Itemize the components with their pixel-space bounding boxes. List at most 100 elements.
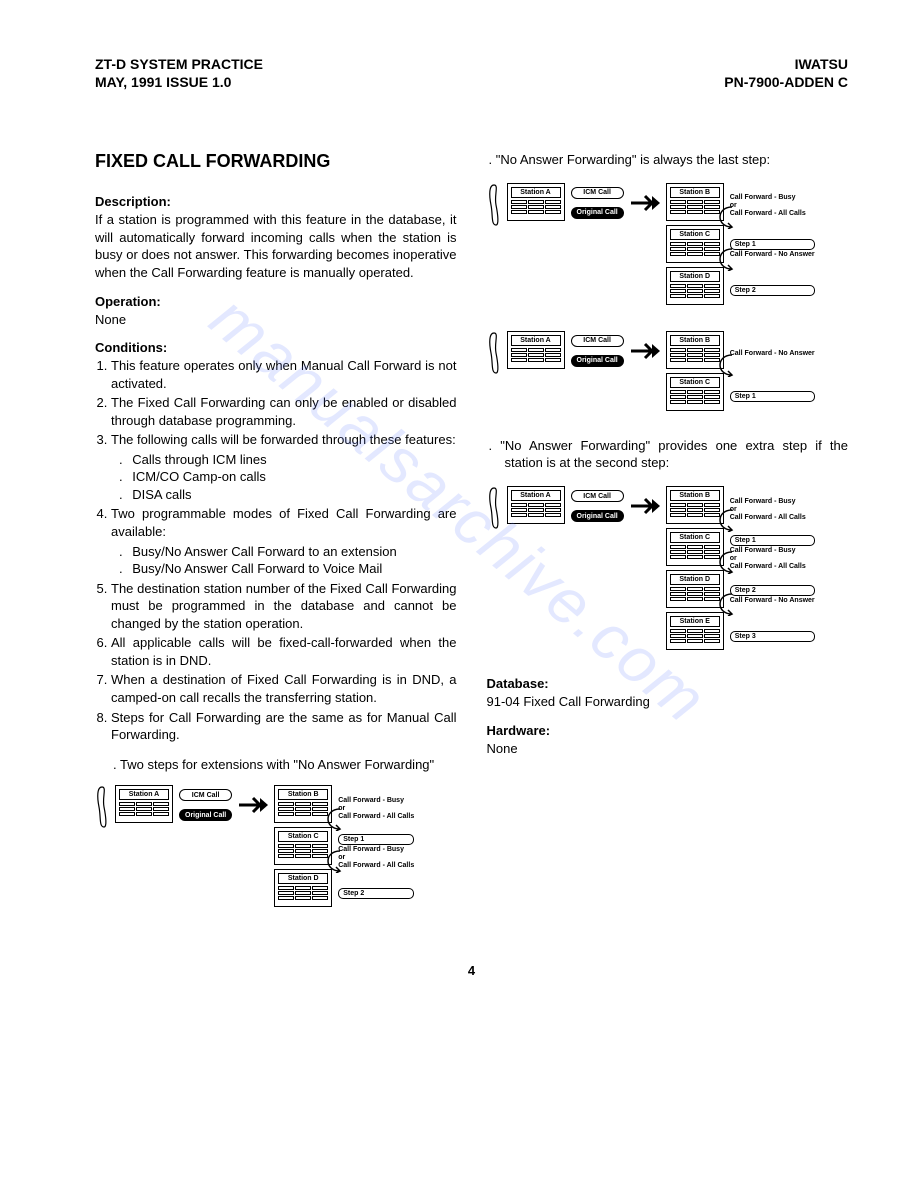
icm-call-pill: ICM Call (571, 490, 624, 502)
step2-tag: Step 2 (338, 888, 414, 899)
arrow-icon (238, 785, 268, 825)
page-number: 4 (95, 963, 848, 978)
or-label: or (730, 506, 815, 513)
cf-busy-label: Call Forward - Busy (338, 797, 414, 804)
cf-all-label: Call Forward - All Calls (338, 813, 414, 820)
condition-3: The following calls will be forwarded th… (111, 431, 457, 503)
phone-c: Station C (666, 373, 724, 411)
phone-source: Station A (115, 785, 173, 823)
phone-targets: Station B Station C Station D (274, 785, 332, 907)
step-labels: Call Forward - Busy or Call Forward - Al… (730, 183, 815, 309)
step-block-3: Step 2 (730, 271, 815, 309)
original-call-pill: Original Call (571, 207, 624, 219)
header-right-line1: IWATSU (724, 55, 848, 73)
cf-na-label: Call Forward - No Answer (730, 251, 815, 258)
curve-arrow-icon (714, 592, 734, 616)
icm-call-pill: ICM Call (571, 187, 624, 199)
step-block-1: Call Forward - Busy or Call Forward - Al… (730, 490, 815, 528)
original-call-pill: Original Call (179, 809, 232, 821)
phone-a-label: Station A (119, 789, 169, 800)
sub4-1: Busy/No Answer Call Forward to an extens… (133, 543, 457, 561)
operation-label: Operation: (95, 294, 457, 309)
or-label-2: or (338, 854, 414, 861)
phone-a: Station A (507, 183, 565, 221)
sub3-2: ICM/CO Camp-on calls (133, 468, 457, 486)
arrow-icon (630, 331, 660, 371)
phone-d-label: Station D (670, 574, 720, 585)
phone-targets: Station B Station C Station D (666, 183, 724, 305)
original-call-pill: Original Call (571, 355, 624, 367)
or-label: or (338, 805, 414, 812)
sub3-3: DISA calls (133, 486, 457, 504)
cf-busy-label-2: Call Forward - Busy (730, 547, 815, 554)
phone-c-label: Station C (670, 532, 720, 543)
step-labels: Call Forward - Busy or Call Forward - Al… (730, 486, 815, 654)
arrow-icon (630, 183, 660, 223)
handset-icon (487, 486, 501, 530)
cf-all-label-2: Call Forward - All Calls (338, 862, 414, 869)
right-column: "No Answer Forwarding" is always the las… (487, 151, 849, 933)
diagram-right-3: Station A ICM Call Original Call Station… (487, 486, 849, 654)
database-text: 91-04 Fixed Call Forwarding (487, 693, 849, 711)
step-block-4: Step 3 (730, 616, 815, 654)
condition-7: When a destination of Fixed Call Forward… (111, 671, 457, 706)
arrow-icon (630, 486, 660, 526)
phone-a: Station A (115, 785, 173, 823)
header-left-line2: MAY, 1991 ISSUE 1.0 (95, 73, 263, 91)
right-note-2: "No Answer Forwarding" provides one extr… (505, 437, 849, 472)
page-title: FIXED CALL FORWARDING (95, 151, 457, 172)
condition-4-sublist: Busy/No Answer Call Forward to an extens… (111, 543, 457, 578)
step1-tag: Step 1 (730, 535, 815, 546)
step-block-2: Step 1 Call Forward - No Answer (730, 229, 815, 267)
phone-a-label: Station A (511, 187, 561, 198)
phone-d: Station D (666, 267, 724, 305)
phone-c-label: Station C (670, 377, 720, 388)
sub3-1: Calls through ICM lines (133, 451, 457, 469)
step3-tag: Step 3 (730, 631, 815, 642)
phone-b-label: Station B (670, 335, 720, 346)
phone-d-label: Station D (670, 271, 720, 282)
condition-8: Steps for Call Forwarding are the same a… (111, 709, 457, 744)
page: manualsarchive.com ZT-D SYSTEM PRACTICE … (0, 0, 918, 1018)
step-block-3: Step 2 (338, 873, 414, 911)
phone-e: Station E (666, 612, 724, 650)
phone-d: Station D (274, 869, 332, 907)
sub4-2: Busy/No Answer Call Forward to Voice Mai… (133, 560, 457, 578)
curve-arrow-icon (714, 508, 734, 532)
call-labels: ICM Call Original Call (571, 331, 624, 367)
condition-1: This feature operates only when Manual C… (111, 357, 457, 392)
call-labels: ICM Call Original Call (571, 486, 624, 522)
conditions-label: Conditions: (95, 340, 457, 355)
database-label: Database: (487, 676, 849, 691)
call-labels: ICM Call Original Call (571, 183, 624, 219)
curve-arrow-icon (322, 807, 342, 831)
step-block-2: Step 1 (730, 377, 815, 415)
condition-4: Two programmable modes of Fixed Call For… (111, 505, 457, 577)
cf-na-label: Call Forward - No Answer (730, 350, 815, 357)
step-labels: Call Forward - Busy or Call Forward - Al… (338, 785, 414, 911)
left-column: FIXED CALL FORWARDING Description: If a … (95, 151, 457, 933)
condition-3-text: The following calls will be forwarded th… (111, 432, 456, 447)
phone-a-label: Station A (511, 490, 561, 501)
header-right-line2: PN-7900-ADDEN C (724, 73, 848, 91)
curve-arrow-icon (714, 550, 734, 574)
step1-tag: Step 1 (730, 391, 815, 402)
phone-b-label: Station B (670, 490, 720, 501)
curve-arrow-icon (714, 353, 734, 377)
curve-arrow-icon (322, 849, 342, 873)
condition-3-sublist: Calls through ICM lines ICM/CO Camp-on c… (111, 451, 457, 504)
operation-text: None (95, 311, 457, 329)
step1-tag: Step 1 (338, 834, 414, 845)
curve-arrow-icon (714, 247, 734, 271)
phone-e-label: Station E (670, 616, 720, 627)
diagram-right-2: Station A ICM Call Original Call Station… (487, 331, 849, 415)
step-block-2: Step 1 Call Forward - Busy or Call Forwa… (730, 532, 815, 570)
columns: FIXED CALL FORWARDING Description: If a … (95, 151, 848, 933)
icm-call-pill: ICM Call (571, 335, 624, 347)
condition-2: The Fixed Call Forwarding can only be en… (111, 394, 457, 429)
phone-a: Station A (507, 486, 565, 524)
step2-tag: Step 2 (730, 285, 815, 296)
call-labels: ICM Call Original Call (179, 785, 232, 821)
phone-b-label: Station B (670, 187, 720, 198)
condition-6: All applicable calls will be fixed-call-… (111, 634, 457, 669)
